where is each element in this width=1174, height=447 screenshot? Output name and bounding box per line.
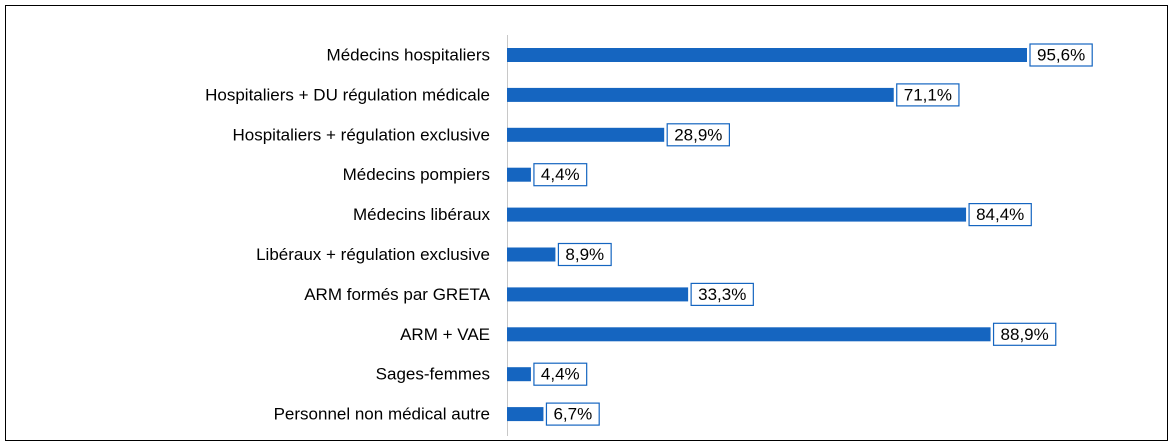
value-label: 6,7% <box>553 405 592 424</box>
value-label: 33,3% <box>698 285 746 304</box>
bar <box>507 407 544 422</box>
value-label-box <box>896 83 960 107</box>
y-tick-label: Hospitaliers + régulation exclusive <box>233 125 491 144</box>
value-label: 4,4% <box>541 165 580 184</box>
y-tick-label: Libéraux + régulation exclusive <box>256 245 490 264</box>
y-tick-label: Médecins pompiers <box>343 165 490 184</box>
value-label: 88,9% <box>1001 325 1049 344</box>
y-tick-label: Personnel non médical autre <box>274 405 490 424</box>
y-tick-label: Médecins libéraux <box>353 205 491 224</box>
value-label-box <box>690 282 754 306</box>
bar <box>507 367 531 382</box>
value-label-box <box>557 242 612 267</box>
value-label-box <box>968 203 1032 227</box>
bar <box>507 327 991 342</box>
bar <box>507 48 1027 62</box>
value-label-box <box>533 163 588 187</box>
y-tick-label: ARM formés par GRETA <box>304 285 490 304</box>
y-tick-label: Sages-femmes <box>376 365 490 384</box>
value-label: 95,6% <box>1037 45 1085 64</box>
value-label: 8,9% <box>565 245 604 264</box>
bar <box>507 127 665 142</box>
value-label: 71,1% <box>904 85 952 104</box>
value-label-box <box>533 362 588 386</box>
bar <box>507 287 689 302</box>
value-label: 28,9% <box>674 125 722 144</box>
bar <box>507 207 967 222</box>
y-tick-label: Hospitaliers + DU régulation médicale <box>205 85 490 104</box>
value-label: 4,4% <box>541 365 580 384</box>
value-label: 84,4% <box>976 205 1024 224</box>
value-label-box <box>992 322 1057 346</box>
value-label-box <box>545 402 600 426</box>
value-label-box <box>666 123 730 147</box>
bar <box>507 247 556 262</box>
y-tick-label: ARM + VAE <box>400 325 490 344</box>
bar <box>507 167 531 182</box>
value-label-box <box>1029 43 1093 67</box>
y-tick-label: Médecins hospitaliers <box>327 45 490 64</box>
bar <box>507 87 894 102</box>
